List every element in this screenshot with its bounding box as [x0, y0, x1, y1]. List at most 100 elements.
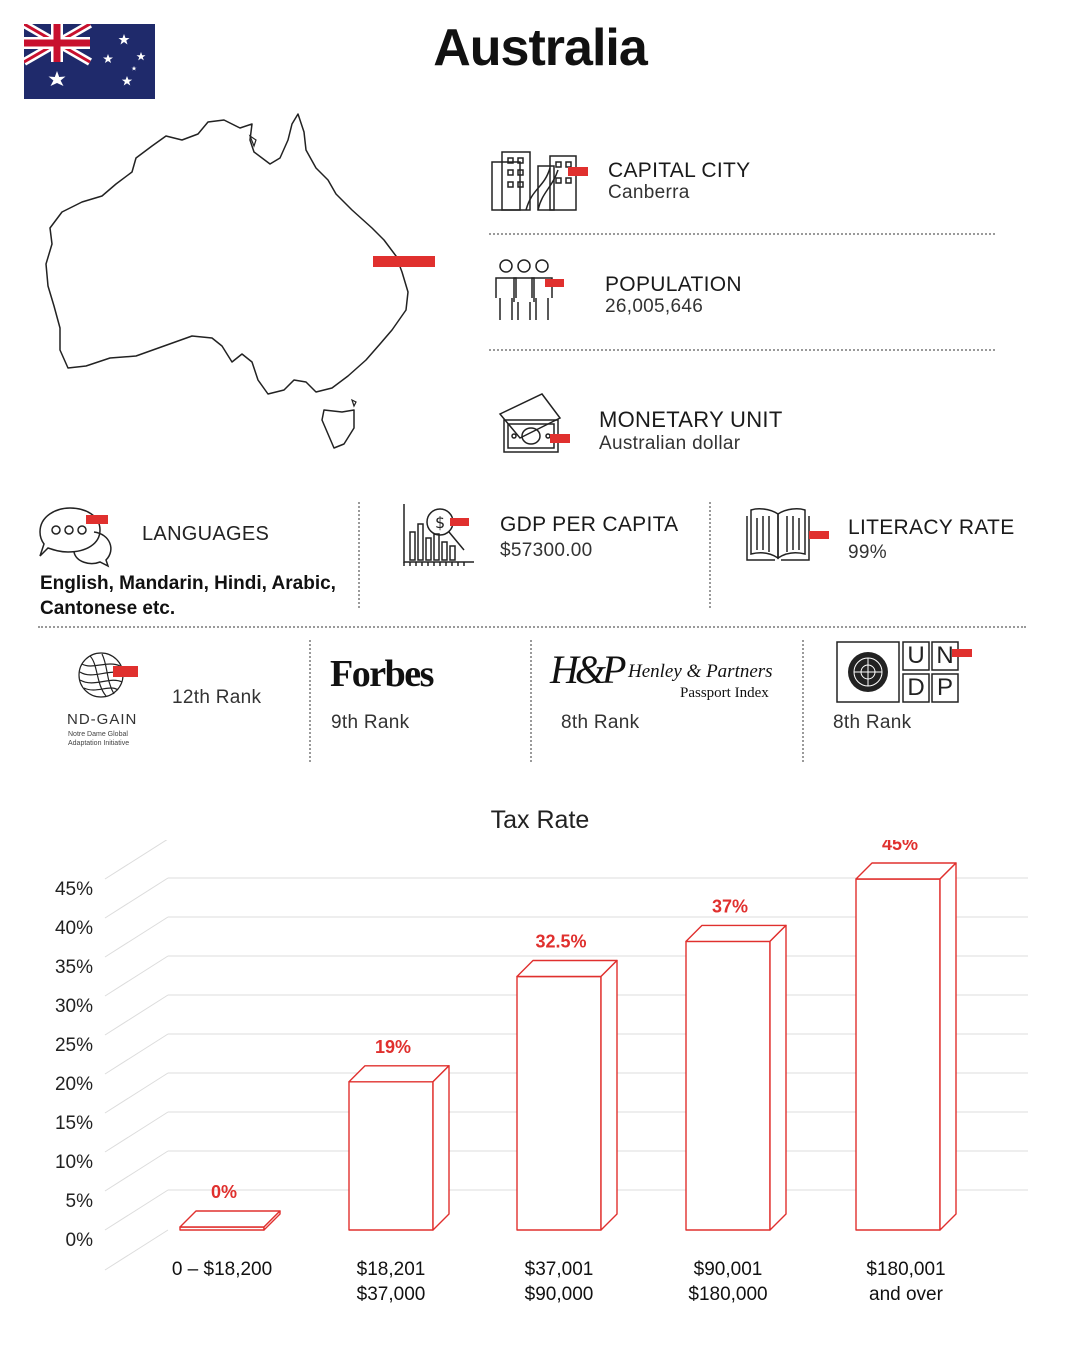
- undp-logo: U N D P: [836, 641, 960, 703]
- capital-label: CAPITAL CITY: [608, 159, 751, 182]
- gridline-depth: [104, 840, 168, 880]
- ndgain-logo-sub: Notre Dame Global Adaptation Initiative: [68, 730, 129, 748]
- x-category-label: $90,000: [525, 1284, 594, 1305]
- divider: [489, 233, 995, 235]
- bar-front: [685, 940, 771, 1231]
- ndgain-logo-text: ND-GAIN: [67, 711, 138, 728]
- svg-text:$: $: [435, 513, 445, 532]
- speech-bubbles-icon: [36, 506, 116, 568]
- capital-value: Canberra: [608, 182, 690, 203]
- x-category-label: $180,001: [866, 1259, 945, 1280]
- undp-letter-n: N: [936, 642, 954, 669]
- y-tick-label: 5%: [66, 1191, 94, 1212]
- divider: [309, 640, 311, 762]
- bar: [516, 959, 618, 1231]
- divider: [802, 640, 804, 762]
- bar-side: [263, 1210, 281, 1231]
- undp-rank: 8th Rank: [833, 712, 912, 733]
- y-tick-label: 45%: [55, 879, 93, 900]
- divider: [709, 502, 711, 608]
- ndgain-accent-mark: [113, 666, 138, 677]
- x-category-label: 0 – $18,200: [172, 1259, 272, 1280]
- bar-value-label: 0%: [211, 1182, 237, 1202]
- population-value: 26,005,646: [605, 296, 704, 317]
- henley-logo-mark: H&P: [550, 647, 626, 692]
- bar-top: [516, 959, 618, 978]
- x-category-label: and over: [869, 1284, 944, 1305]
- undp-letter-u: U: [907, 642, 925, 669]
- bar-chart-magnifier-icon: $: [402, 504, 476, 566]
- currency-value: Australian dollar: [599, 433, 741, 454]
- gridline-depth: [104, 1150, 169, 1192]
- x-category-label: $37,000: [357, 1284, 426, 1305]
- languages-value-line1: English, Mandarin, Hindi, Arabic,: [40, 573, 336, 594]
- literacy-label: LITERACY RATE: [848, 516, 1015, 539]
- henley-logo-name: Henley & Partners: [628, 661, 773, 682]
- open-book-icon: [745, 506, 811, 564]
- bar-side: [432, 1065, 450, 1231]
- bar-front: [516, 975, 602, 1231]
- divider: [358, 502, 360, 608]
- divider: [530, 640, 532, 762]
- australia-flag: [22, 20, 155, 99]
- gdp-label: GDP PER CAPITA: [500, 513, 679, 536]
- y-tick-label: 15%: [55, 1113, 93, 1134]
- forbes-rank: 9th Rank: [331, 712, 410, 733]
- ndgain-rank: 12th Rank: [172, 687, 262, 708]
- divider: [489, 349, 995, 351]
- undp-accent-mark: [952, 649, 972, 657]
- gdp-accent-mark: [450, 518, 469, 526]
- languages-label: LANGUAGES: [142, 523, 270, 545]
- gridline-depth: [104, 916, 169, 958]
- bar-side: [939, 862, 957, 1231]
- bar-side: [769, 924, 787, 1231]
- bar: [855, 862, 957, 1231]
- population-accent-mark: [545, 279, 564, 287]
- bar-front: [855, 878, 941, 1231]
- bar-top: [348, 1065, 450, 1083]
- languages-value: English, Mandarin, Hindi, Arabic, Canton…: [40, 571, 336, 621]
- bar-value-label: 32.5%: [535, 932, 586, 952]
- gridline-depth: [104, 1189, 169, 1231]
- bar-side: [600, 959, 618, 1231]
- people-group-icon: [494, 258, 556, 322]
- gridline-depth: [104, 1229, 169, 1271]
- gridline-depth: [104, 955, 169, 997]
- y-tick-label: 35%: [55, 957, 93, 978]
- y-tick-label: 40%: [55, 918, 93, 939]
- page-title: Australia: [433, 19, 648, 77]
- literacy-value: 99%: [848, 542, 887, 563]
- bar-value-label: 45%: [882, 840, 918, 854]
- x-category-label: $18,201: [357, 1259, 426, 1280]
- y-tick-label: 25%: [55, 1035, 93, 1056]
- henley-rank: 8th Rank: [561, 712, 640, 733]
- gridline-depth: [104, 994, 169, 1036]
- gdp-value: $57300.00: [500, 540, 593, 561]
- bar-top: [855, 862, 957, 880]
- banknotes-icon: [496, 392, 562, 456]
- un-emblem-icon: [836, 641, 959, 703]
- chart-title: Tax Rate: [490, 806, 590, 834]
- currency-label: MONETARY UNIT: [599, 407, 783, 432]
- gridline-depth: [104, 1111, 169, 1153]
- literacy-accent-mark: [809, 531, 829, 539]
- x-category-label: $90,001: [694, 1259, 763, 1280]
- bar-front: [348, 1081, 434, 1231]
- city-buildings-icon: [490, 148, 586, 212]
- ndgain-logo-sub2: Adaptation Initiative: [68, 740, 130, 747]
- bar: [685, 924, 787, 1231]
- population-label: POPULATION: [605, 273, 742, 296]
- gridline-depth: [104, 877, 169, 919]
- languages-accent-mark: [86, 515, 108, 524]
- gridline-depth: [104, 1033, 169, 1075]
- languages-value-line2: Cantonese etc.: [40, 598, 176, 619]
- x-category-label: $180,000: [688, 1284, 767, 1305]
- divider: [38, 626, 1026, 628]
- x-category-label: $37,001: [525, 1259, 594, 1280]
- bar: [179, 1210, 281, 1231]
- bar-value-label: 37%: [712, 896, 748, 916]
- bar: [348, 1065, 450, 1231]
- forbes-logo: Forbes: [330, 653, 434, 695]
- australia-map: [36, 110, 446, 455]
- capital-accent-mark: [568, 167, 588, 176]
